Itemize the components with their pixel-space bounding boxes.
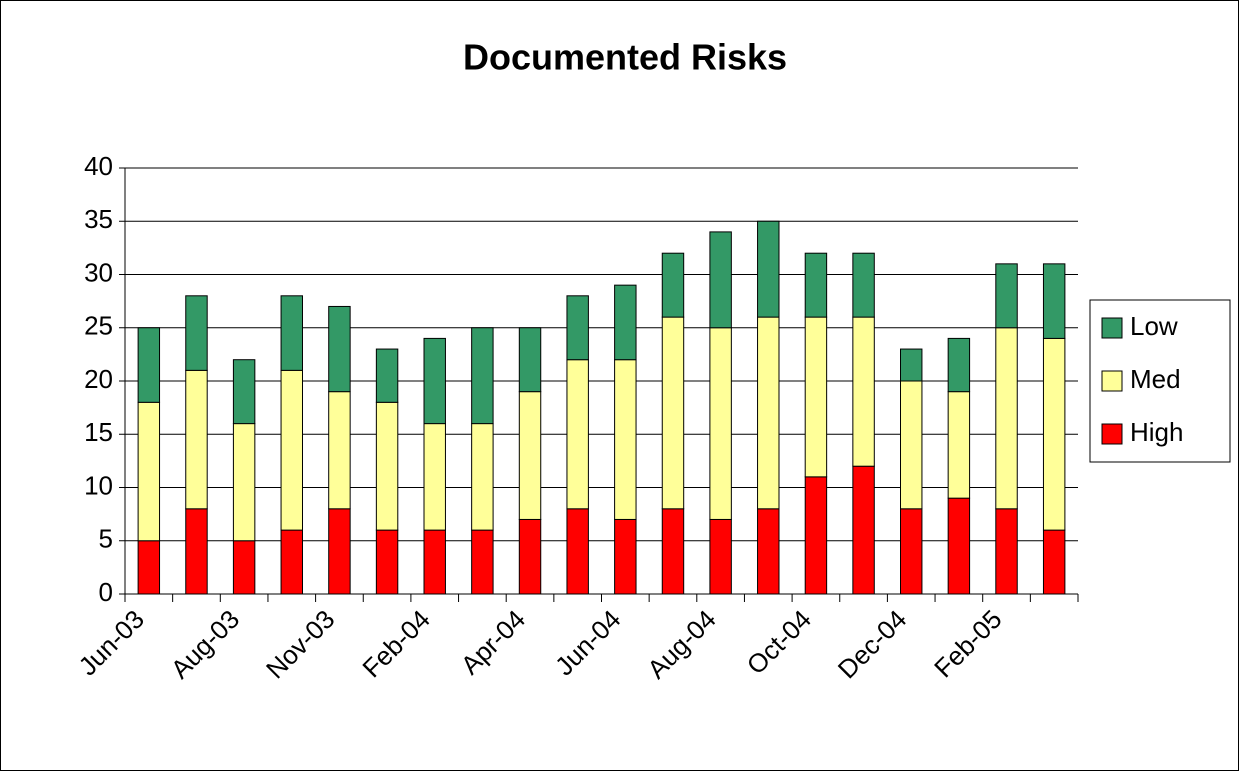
bar-segment bbox=[804, 476, 828, 595]
bar-segment bbox=[947, 391, 971, 499]
y-tick-label: 30 bbox=[84, 257, 113, 287]
bar-segment bbox=[1042, 337, 1066, 531]
chart-title: Documented Risks bbox=[463, 37, 787, 78]
y-tick-label: 5 bbox=[99, 524, 113, 554]
bar-segment bbox=[185, 369, 208, 510]
bar-segment bbox=[804, 252, 828, 318]
bar-segment bbox=[566, 295, 589, 361]
bar-segment bbox=[709, 231, 732, 329]
y-tick-label: 25 bbox=[84, 311, 113, 341]
y-tick-label: 15 bbox=[84, 417, 113, 447]
bar-segment bbox=[566, 508, 589, 595]
bar-segment bbox=[566, 359, 589, 510]
bar-segment bbox=[280, 295, 303, 371]
bar-segment bbox=[375, 529, 399, 595]
bar-segment bbox=[328, 305, 351, 393]
bar-segment bbox=[900, 380, 923, 510]
y-tick-label: 40 bbox=[84, 151, 113, 181]
bar-segment bbox=[518, 518, 542, 595]
legend-swatch bbox=[1101, 317, 1123, 339]
bar-segment bbox=[852, 252, 875, 318]
bar-segment bbox=[709, 327, 732, 520]
bar-segment bbox=[232, 540, 256, 595]
bar-segment bbox=[1042, 529, 1066, 595]
y-tick-label: 10 bbox=[84, 470, 113, 500]
bar-segment bbox=[852, 316, 875, 467]
bar-segment bbox=[280, 369, 303, 531]
bar-segment bbox=[900, 348, 923, 382]
bar-segment bbox=[328, 391, 351, 510]
bar-segment bbox=[375, 348, 399, 403]
bar-segment bbox=[471, 327, 494, 425]
bar-segment bbox=[757, 220, 780, 318]
bar-segment bbox=[995, 327, 1018, 510]
bar-segment bbox=[614, 359, 637, 520]
bar-segment bbox=[852, 465, 875, 595]
bar-segment bbox=[757, 508, 780, 595]
y-tick-label: 35 bbox=[84, 204, 113, 234]
y-tick-label: 20 bbox=[84, 364, 113, 394]
bar-segment bbox=[471, 529, 494, 595]
bar-segment bbox=[185, 508, 208, 595]
bar-segment bbox=[423, 423, 446, 531]
bar-segment bbox=[137, 327, 161, 403]
bar-segment bbox=[661, 252, 685, 318]
bar-segment bbox=[661, 316, 685, 510]
bar-segment bbox=[518, 391, 542, 520]
bar-segment bbox=[232, 359, 256, 425]
legend-label: Low bbox=[1130, 311, 1178, 341]
bar-segment bbox=[423, 529, 446, 595]
bar-segment bbox=[328, 508, 351, 595]
bar-segment bbox=[900, 508, 923, 595]
bar-segment bbox=[995, 508, 1018, 595]
y-tick-label: 0 bbox=[99, 577, 113, 607]
bar-segment bbox=[757, 316, 780, 510]
bar-segment bbox=[614, 518, 637, 595]
bar-segment bbox=[1042, 263, 1066, 339]
bar-segment bbox=[804, 316, 828, 478]
legend-label: High bbox=[1130, 417, 1183, 447]
legend-swatch bbox=[1101, 423, 1123, 445]
bar-segment bbox=[947, 337, 971, 393]
bar-segment bbox=[661, 508, 685, 595]
bar-segment bbox=[375, 401, 399, 531]
legend-label: Med bbox=[1130, 364, 1181, 394]
legend-swatch bbox=[1101, 370, 1123, 392]
bar-segment bbox=[280, 529, 303, 595]
bar-segment bbox=[709, 518, 732, 595]
bar-segment bbox=[232, 423, 256, 542]
bar-segment bbox=[423, 337, 446, 425]
bar-segment bbox=[137, 401, 161, 542]
bar-segment bbox=[518, 327, 542, 393]
bar-segment bbox=[614, 284, 637, 361]
bar-segment bbox=[137, 540, 161, 595]
bar-segment bbox=[185, 295, 208, 371]
bar-segment bbox=[947, 497, 971, 595]
bar-segment bbox=[471, 423, 494, 531]
bar-segment bbox=[995, 263, 1018, 329]
